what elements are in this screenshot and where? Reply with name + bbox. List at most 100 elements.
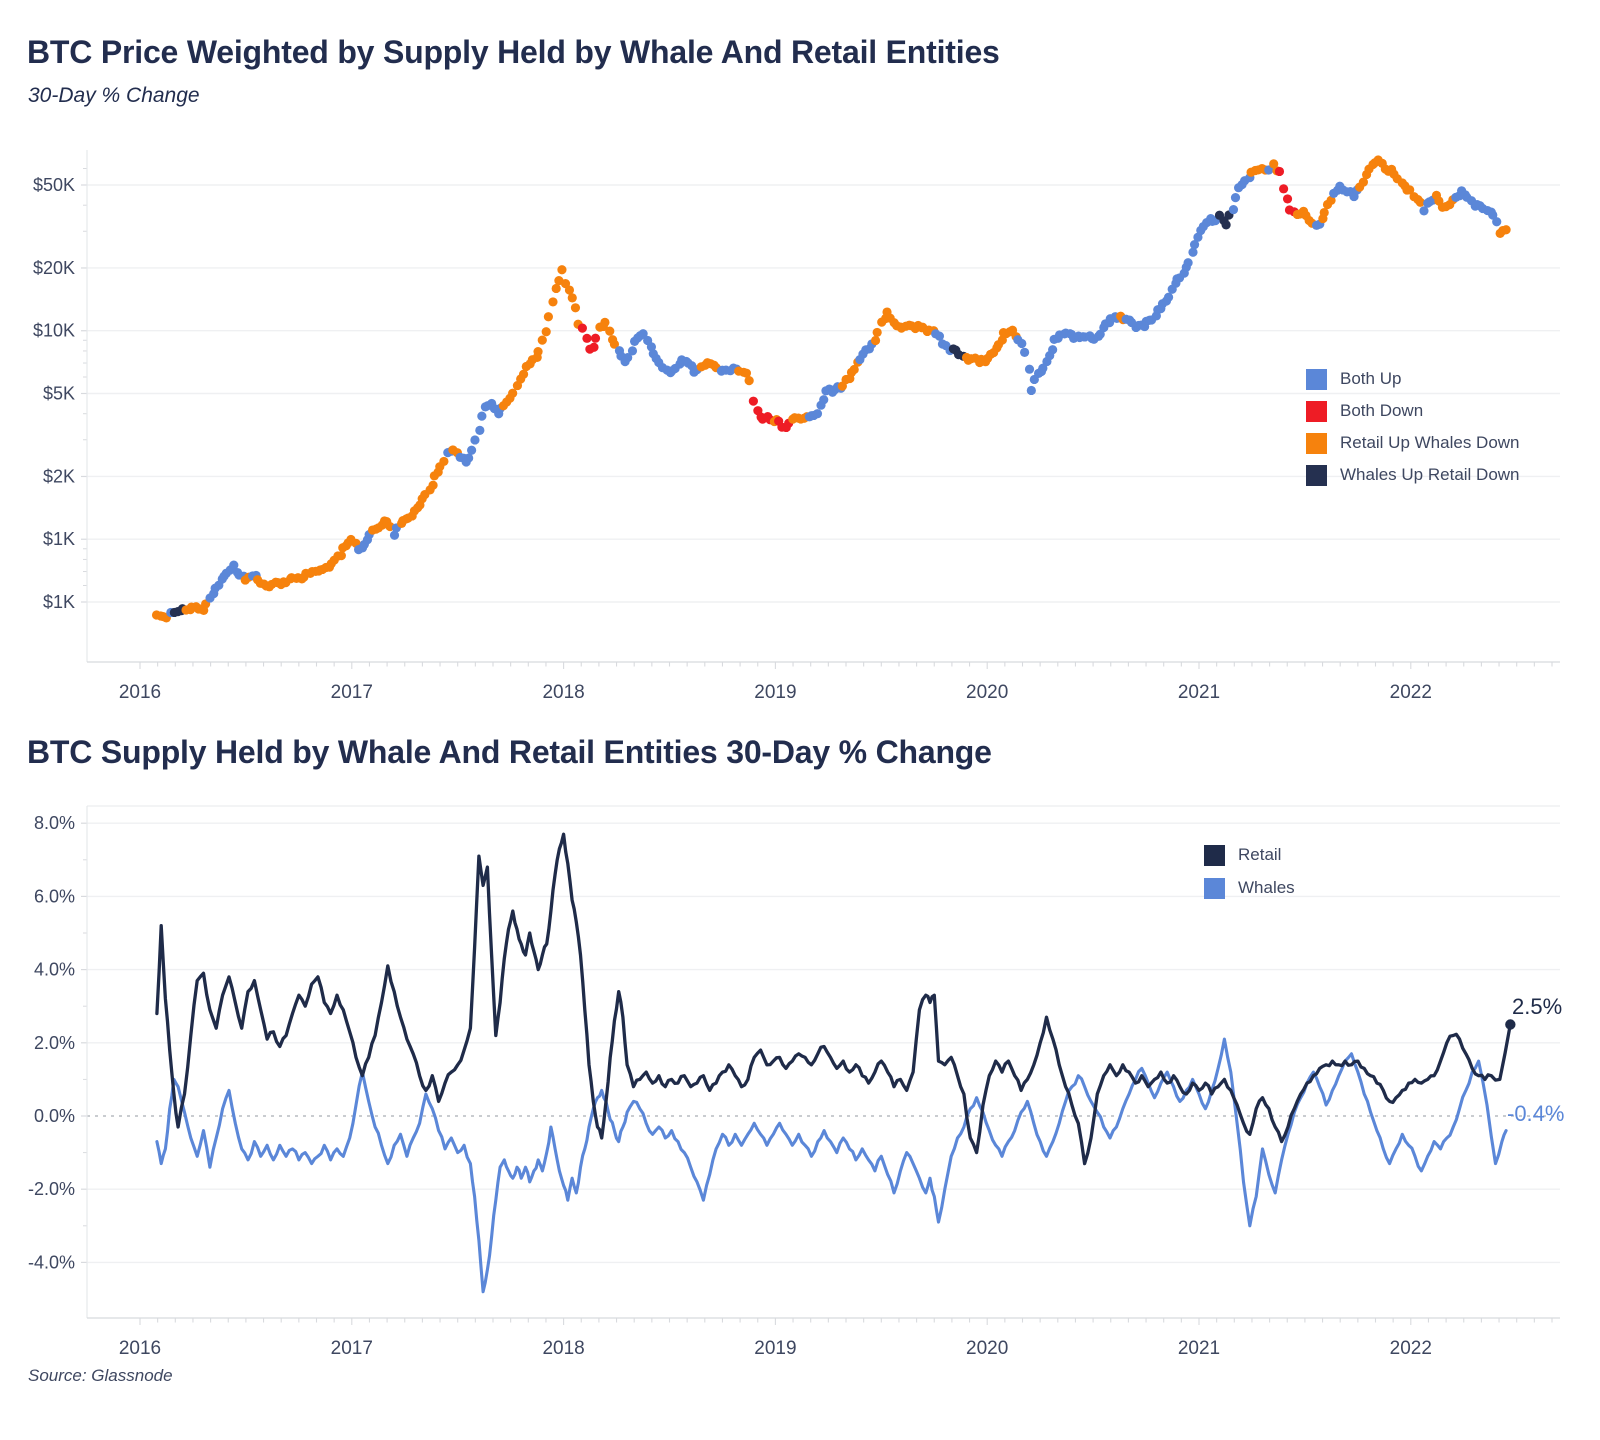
price-dot [1326, 195, 1336, 205]
legend-swatch-retail_line [1204, 844, 1225, 866]
price-dot [518, 369, 529, 379]
price-y-tick-label: $50K [33, 175, 75, 195]
legend-label: Both Down [1340, 401, 1424, 420]
price-dot [744, 376, 754, 386]
supply-x-tick-label: 2019 [754, 1338, 796, 1359]
price-dot [537, 335, 547, 345]
legend-label: Retail [1238, 845, 1282, 864]
supply-x-tick-label: 2017 [331, 1338, 373, 1359]
price-x-tick-label: 2019 [754, 682, 796, 703]
price-dot [1163, 292, 1174, 302]
price-dot [1048, 345, 1058, 355]
legend-label: Retail Up Whales Down [1340, 433, 1520, 452]
legend-item-whales_up_retail_down: Whales Up Retail Down [1306, 464, 1520, 486]
supply-y-tick-label: -4.0% [28, 1252, 75, 1272]
legend-swatch-retail_up_whales_down [1306, 432, 1327, 454]
price-dot [627, 346, 638, 356]
supply-y-tick-label: 4.0% [34, 960, 75, 980]
legend-item-both_up: Both Up [1306, 368, 1520, 390]
price-dot [646, 342, 657, 352]
price-dot [1279, 184, 1289, 194]
price-dot [1020, 347, 1030, 357]
price-dot [837, 381, 847, 391]
supply-x-tick-label: 2020 [966, 1338, 1008, 1359]
price-dot [870, 335, 881, 346]
price-y-tick-label: $20K [33, 258, 75, 278]
supply-y-tick-label: 2.0% [34, 1033, 75, 1053]
price-dot [872, 327, 882, 338]
price-dot [819, 395, 829, 405]
price-dot [600, 317, 610, 328]
price-dot [1221, 220, 1231, 230]
price-y-tick-label: $10K [33, 321, 75, 341]
price-dot [548, 297, 558, 307]
price-dot [470, 435, 480, 445]
price-dot [609, 339, 620, 349]
price-dot [1269, 159, 1279, 169]
price-dot [623, 352, 633, 363]
price-dot [1188, 247, 1198, 257]
price-dot [464, 453, 474, 463]
price-dot [229, 560, 239, 570]
legend-item-retail_line: Retail [1204, 844, 1295, 866]
price-x-tick-label: 2016 [119, 682, 161, 703]
price-dot [1488, 210, 1498, 220]
price-x-tick-label: 2021 [1178, 682, 1220, 703]
price-dot [1095, 329, 1105, 339]
price-chart-legend: Both Up Both Down Retail Up Whales Down Wha… [1306, 368, 1520, 486]
price-dot [1189, 240, 1200, 250]
price-x-tick-label: 2017 [331, 682, 373, 703]
price-dot [1026, 385, 1036, 396]
price-dot [1501, 225, 1511, 235]
price-dot [849, 364, 859, 375]
price-dot [1358, 177, 1368, 187]
legend-label: Both Up [1340, 369, 1402, 388]
price-dot [1492, 217, 1502, 227]
price-dot [475, 425, 485, 435]
price-dot [589, 342, 599, 352]
legend-swatch-both_down [1306, 400, 1327, 422]
legend-swatch-both_up [1306, 368, 1327, 390]
price-dot [570, 303, 581, 313]
price-dot [551, 283, 561, 294]
supply-y-tick-label: 8.0% [34, 813, 75, 833]
price-dot [1415, 197, 1425, 207]
price-dot [439, 456, 449, 467]
supply-chart-legend: Retail Whales [1204, 844, 1295, 899]
price-dot [1024, 364, 1035, 374]
supply-y-tick-label: 0.0% [34, 1106, 75, 1126]
retail-end-value-label: 2.5% [1512, 994, 1563, 1019]
price-dot [541, 327, 551, 337]
price-dot [567, 293, 577, 303]
price-y-tick-label: $1K [43, 592, 75, 612]
price-dot [1183, 258, 1193, 268]
price-dot [1274, 166, 1285, 177]
whales-line [155, 1037, 1508, 1294]
price-chart-title: BTC Price Weighted by Supply Held by Wha… [27, 34, 1000, 70]
price-y-tick-label: $1K [43, 529, 75, 549]
price-dot [741, 368, 752, 378]
price-dot [533, 346, 543, 357]
price-x-tick-label: 2018 [542, 682, 584, 703]
price-dot [508, 388, 518, 398]
price-dot [1282, 194, 1293, 204]
price-dot [577, 323, 587, 333]
price-dot [1419, 206, 1429, 216]
price-dot [1319, 207, 1329, 218]
legend-item-both_down: Both Down [1306, 400, 1520, 422]
legend-swatch-whales_up_retail_down [1306, 464, 1327, 486]
price-dot [477, 411, 487, 421]
price-dot [1405, 185, 1415, 195]
legend-label: Whales Up Retail Down [1340, 465, 1520, 484]
price-dot [1264, 165, 1274, 175]
legend-swatch-whales_line [1204, 877, 1225, 899]
price-dot [467, 445, 477, 455]
retail-end-dot [1505, 1019, 1516, 1030]
price-x-tick-label: 2020 [966, 682, 1008, 703]
price-dot [1017, 338, 1027, 349]
price-dot [557, 265, 567, 275]
price-x-tick-label: 2022 [1390, 682, 1432, 703]
legend-item-retail_up_whales_down: Retail Up Whales Down [1306, 432, 1520, 454]
